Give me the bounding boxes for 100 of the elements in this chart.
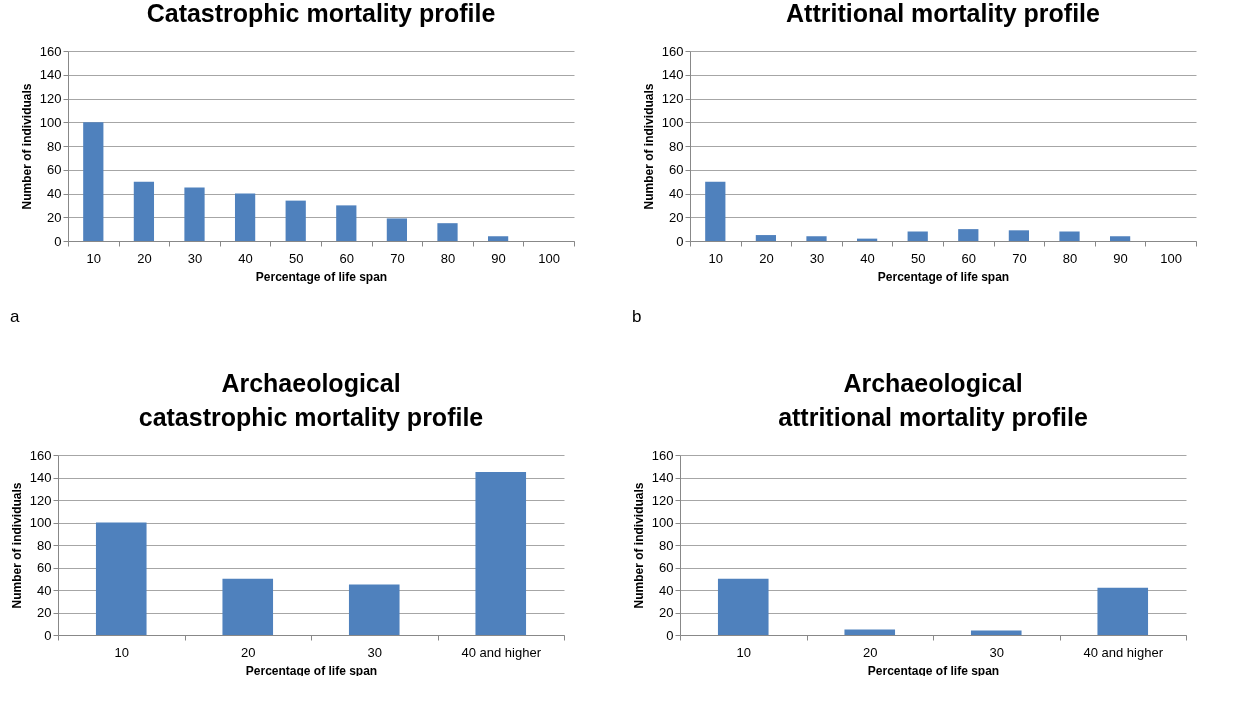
- y-axis-title: Number of individuals: [641, 83, 656, 210]
- y-tick-label: 60: [47, 162, 62, 178]
- y-tick-label: 160: [651, 447, 674, 463]
- y-tick-label: 120: [39, 91, 62, 106]
- y-tick-label: 20: [659, 605, 674, 620]
- y-tick-label: 80: [669, 138, 684, 154]
- x-tick-label: 50: [288, 250, 304, 266]
- bar: [348, 584, 400, 635]
- bar: [184, 187, 205, 241]
- bar: [336, 205, 357, 241]
- y-tick-label: 80: [37, 537, 52, 553]
- x-tick-label: 30: [187, 250, 203, 266]
- y-axis-title: Number of individuals: [19, 83, 34, 210]
- x-tick-label: 40: [238, 250, 253, 266]
- x-tick-label: 20: [137, 250, 152, 266]
- bar: [705, 181, 726, 241]
- x-tick-label: 40 and higher: [461, 644, 542, 660]
- y-tick-label: 120: [651, 492, 674, 508]
- y-tick-label: 60: [37, 560, 52, 575]
- y-tick-label: 140: [651, 470, 674, 485]
- y-tick-label: 160: [39, 43, 62, 59]
- y-tick-label: 160: [29, 447, 52, 463]
- bar: [755, 235, 777, 241]
- y-tick-label: 0: [44, 627, 52, 643]
- x-tick-label: 50: [910, 250, 926, 266]
- chart-title: Catastrophic mortality profile: [146, 0, 496, 27]
- bar: [958, 229, 979, 241]
- y-tick-label: 120: [661, 91, 684, 106]
- bar: [222, 578, 274, 635]
- x-tick-label: 40 and higher: [1083, 644, 1164, 660]
- x-tick-label: 30: [367, 644, 382, 660]
- y-tick-label: 140: [661, 67, 684, 83]
- x-tick-label: 100: [538, 250, 561, 266]
- y-tick-label: 80: [47, 138, 62, 154]
- x-tick-label: 30: [809, 250, 825, 266]
- x-tick-label: 60: [961, 250, 977, 266]
- y-tick-label: 140: [29, 470, 52, 485]
- x-tick-label: 90: [491, 250, 506, 266]
- y-tick-label: 20: [669, 209, 684, 225]
- bar: [95, 522, 147, 635]
- y-tick-label: 100: [661, 114, 684, 130]
- x-tick-label: 20: [241, 644, 256, 660]
- x-tick-label: 70: [1012, 250, 1027, 266]
- x-tick-label: 20: [863, 644, 878, 660]
- x-tick-label: 10: [736, 644, 751, 660]
- text: a: [10, 307, 20, 326]
- y-tick-label: 40: [47, 186, 62, 201]
- bar: [1008, 230, 1030, 241]
- bar: [133, 181, 155, 241]
- y-axis-title: Number of individuals: [9, 482, 24, 609]
- x-tick-label: 20: [759, 250, 774, 266]
- x-axis-title: Percentage of life span: [877, 269, 1010, 284]
- x-tick-label: 10: [86, 250, 102, 266]
- bar: [1059, 231, 1080, 241]
- x-axis-title: Percentage of life span: [255, 269, 388, 284]
- chart-title: Attritional mortality profile: [786, 0, 1101, 27]
- y-tick-label: 120: [29, 492, 52, 508]
- bar: [806, 236, 827, 241]
- bar: [717, 578, 769, 635]
- chart-title: Archaeological attritional mortality profile: [778, 369, 1088, 431]
- y-tick-label: 20: [47, 209, 62, 225]
- y-tick-label: 80: [659, 537, 674, 553]
- bar: [1109, 236, 1131, 241]
- y-tick-label: 60: [659, 560, 674, 575]
- bar: [285, 200, 306, 241]
- y-tick-label: 0: [54, 233, 62, 249]
- bar: [1097, 587, 1149, 635]
- y-tick-label: 0: [676, 233, 684, 249]
- y-tick-label: 140: [39, 67, 62, 83]
- y-tick-label: 160: [661, 43, 684, 59]
- bar: [907, 231, 928, 241]
- y-tick-label: 40: [37, 582, 52, 598]
- bar: [437, 223, 458, 241]
- bar: [386, 218, 408, 241]
- y-tick-label: 100: [39, 114, 62, 130]
- x-tick-label: 80: [440, 250, 456, 266]
- x-tick-label: 100: [1160, 250, 1183, 266]
- x-tick-label: 60: [339, 250, 355, 266]
- x-tick-label: 90: [1113, 250, 1128, 266]
- x-tick-label: 70: [390, 250, 405, 266]
- bar: [844, 629, 896, 635]
- x-tick-label: 10: [708, 250, 724, 266]
- y-tick-label: 40: [659, 582, 674, 598]
- chart-title: Archaeological catastrophic mortality profile: [138, 369, 484, 431]
- y-tick-label: 0: [666, 627, 674, 643]
- x-tick-label: 10: [114, 644, 129, 660]
- y-tick-label: 100: [651, 515, 674, 530]
- y-tick-label: 20: [37, 605, 52, 620]
- x-tick-label: 30: [989, 644, 1004, 660]
- y-axis-title: Number of individuals: [631, 482, 646, 609]
- bar: [475, 471, 527, 635]
- bar: [83, 122, 104, 241]
- bar: [234, 193, 256, 241]
- y-tick-label: 60: [669, 162, 684, 178]
- x-tick-label: 80: [1062, 250, 1078, 266]
- text: b: [632, 307, 642, 326]
- bar: [487, 236, 509, 241]
- x-tick-label: 40: [860, 250, 875, 266]
- y-tick-label: 40: [669, 186, 684, 201]
- y-tick-label: 100: [29, 515, 52, 530]
